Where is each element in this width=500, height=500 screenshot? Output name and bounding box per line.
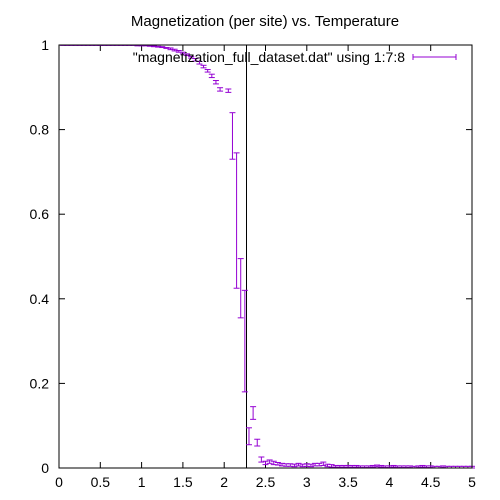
data-point (204, 69, 211, 73)
x-tick-label: 4.5 (421, 474, 441, 490)
data-point (250, 406, 257, 420)
chart-title: Magnetization (per site) vs. Temperature (131, 13, 399, 30)
data-point (212, 80, 219, 85)
data-point (233, 152, 240, 289)
x-tick-label: 0 (55, 474, 63, 490)
x-tick-label: 3.5 (338, 474, 358, 490)
legend-series-sample (412, 54, 457, 60)
y-tick-label: 0.6 (30, 206, 50, 222)
data-point (262, 460, 269, 466)
y-tick-label: 0 (41, 460, 49, 476)
data-point (208, 73, 215, 79)
x-tick-label: 1 (138, 474, 146, 490)
x-tick-labels: 0 0.5 1 1.5 2 2.5 3 3.5 4 4.5 5 (55, 474, 476, 490)
y-tick-labels: 0 0.2 0.4 0.6 0.8 1 (30, 37, 50, 476)
y-tick-label: 0.2 (30, 375, 50, 391)
x-tick-label: 3 (303, 474, 311, 490)
legend: "magnetization_full_dataset.dat" using 1… (133, 49, 457, 65)
data-point (266, 459, 273, 464)
data-series (60, 44, 475, 469)
data-point (258, 456, 265, 463)
plot-frame (58, 44, 473, 469)
data-point (320, 461, 327, 466)
x-tick-label: 2 (220, 474, 228, 490)
x-tick-label: 4 (386, 474, 394, 490)
data-point (291, 463, 298, 468)
data-point (241, 289, 248, 393)
data-point (274, 462, 281, 466)
x-tick-label: 1.5 (173, 474, 193, 490)
data-point (307, 463, 314, 468)
y-tick-label: 0.4 (30, 291, 50, 307)
x-tick-label: 5 (468, 474, 476, 490)
data-point (196, 60, 203, 65)
data-point (254, 438, 261, 447)
x-tick-label: 0.5 (91, 474, 111, 490)
data-point (200, 64, 207, 69)
data-point (245, 427, 252, 446)
data-point (225, 88, 232, 93)
y-tick-label: 0.8 (30, 122, 50, 138)
data-point (295, 462, 302, 467)
data-point (217, 87, 224, 92)
x-tick-label: 2.5 (256, 474, 276, 490)
data-point (229, 112, 236, 160)
data-point (184, 53, 191, 57)
y-tick-label: 1 (41, 37, 49, 53)
legend-series-label: "magnetization_full_dataset.dat" using 1… (133, 49, 405, 65)
data-point (237, 258, 244, 319)
